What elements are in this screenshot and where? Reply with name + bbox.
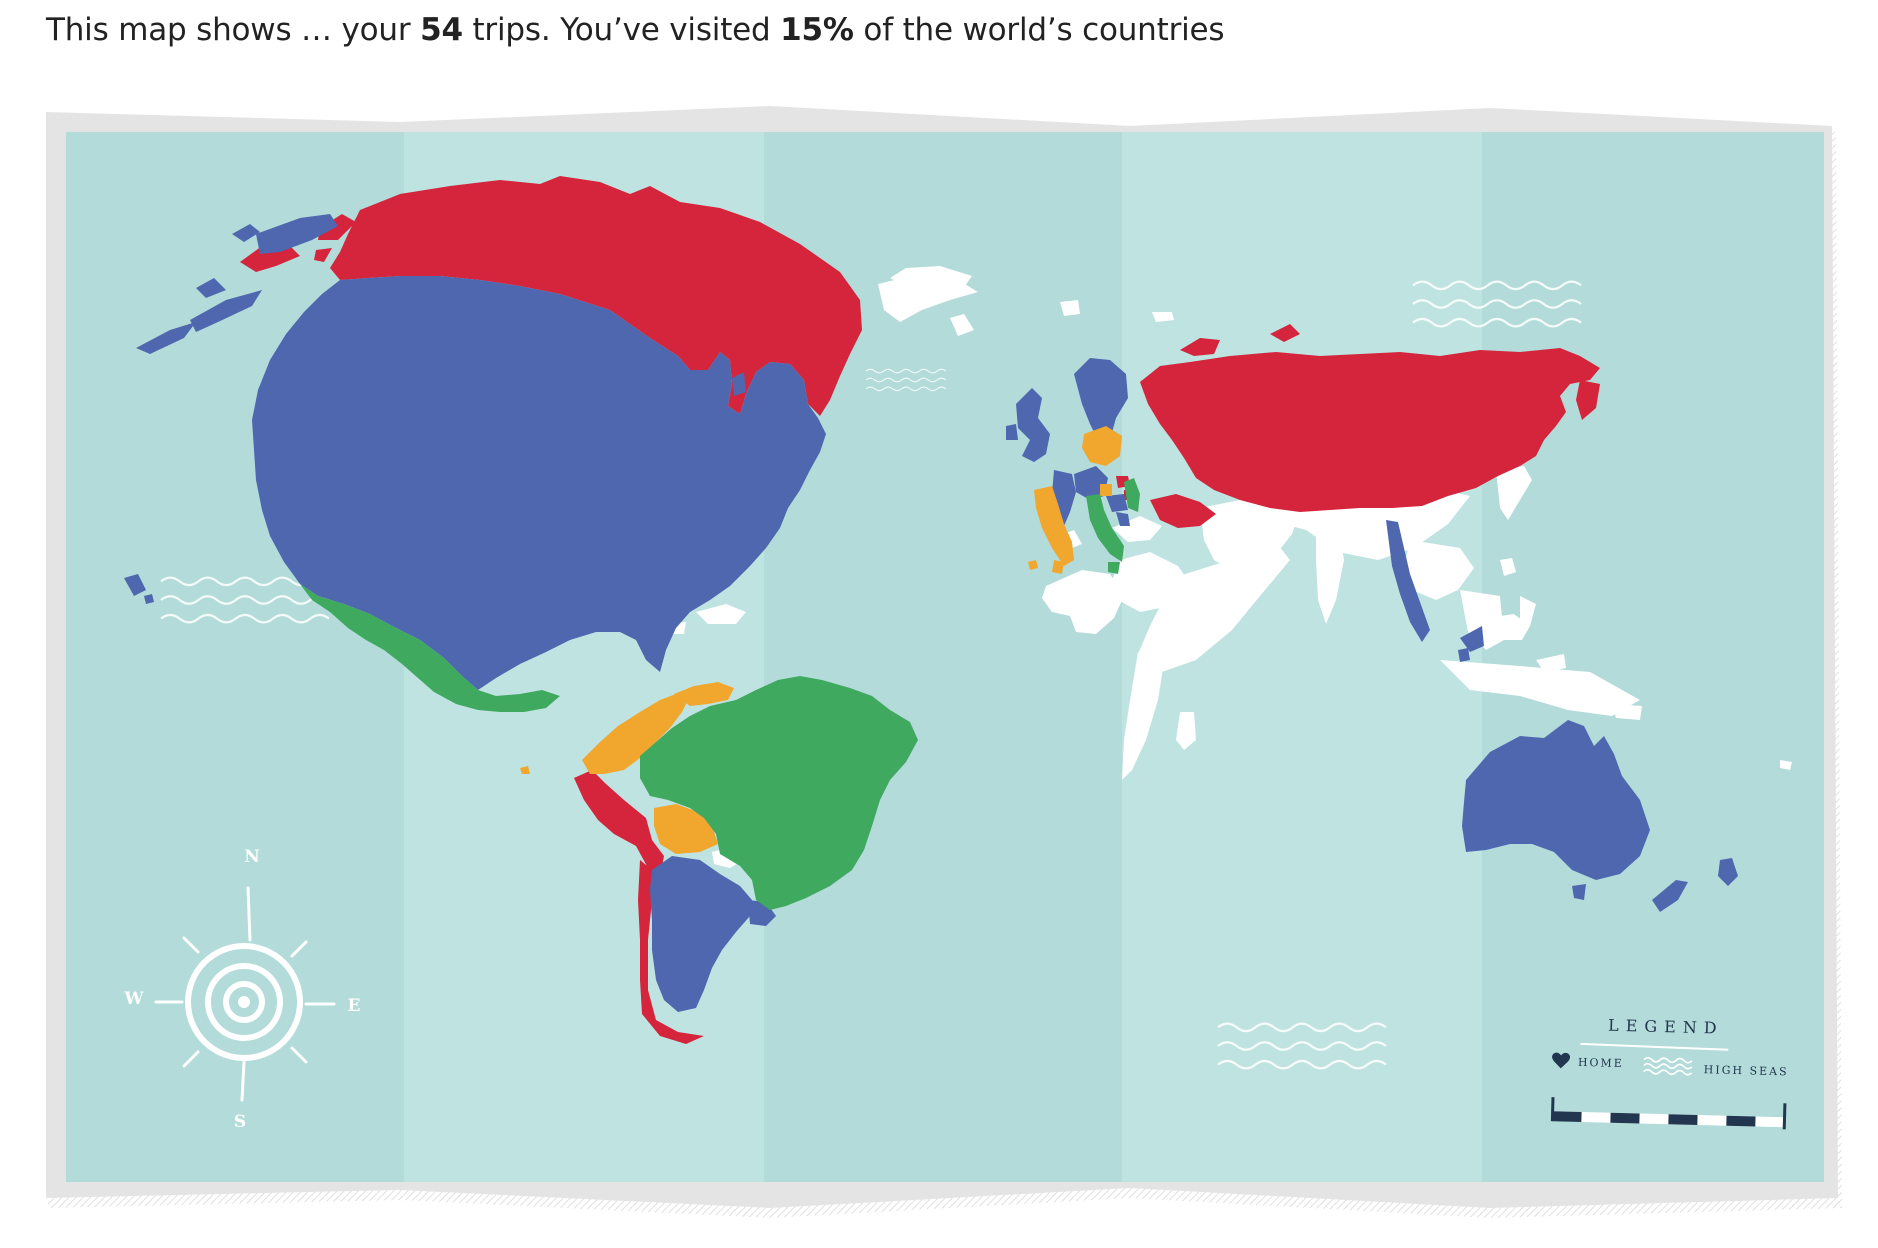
vietnam	[1386, 520, 1430, 642]
usa	[252, 276, 826, 690]
italy	[1086, 494, 1124, 562]
mexico	[300, 584, 560, 712]
greece	[1124, 478, 1140, 512]
russia	[1140, 348, 1600, 512]
heart-icon	[1552, 1052, 1571, 1069]
headline-text-3: of the world’s countries	[853, 12, 1225, 48]
australia	[1462, 720, 1650, 880]
chile	[638, 860, 704, 1044]
home-countries	[124, 214, 1738, 1012]
argentina	[650, 856, 752, 1012]
compass-north-label: N	[244, 847, 260, 867]
legend: LEGEND HOME HIGH SEAS	[1550, 1016, 1789, 1130]
headline: This map shows … your 54 trips. You’ve v…	[46, 12, 1225, 48]
legend-title: LEGEND	[1608, 1016, 1724, 1038]
uk	[1016, 388, 1050, 462]
green-countries	[300, 478, 1140, 910]
headline-text-1: This map shows … your	[46, 12, 421, 48]
peru	[574, 770, 664, 876]
poland	[1082, 426, 1122, 466]
brazil	[640, 676, 918, 910]
compass-rose-icon	[154, 886, 336, 1102]
unvisited-land	[668, 266, 1792, 868]
compass-east-label: E	[348, 996, 361, 1016]
waves-icon	[1643, 1056, 1693, 1076]
orange-countries	[520, 426, 1122, 854]
red-countries	[240, 176, 1600, 1044]
trips-count: 54	[420, 12, 463, 48]
compass-west-label: W	[123, 989, 144, 1009]
legend-home-label: HOME	[1578, 1056, 1624, 1070]
legend-high-seas-label: HIGH SEAS	[1704, 1063, 1789, 1078]
visited-percent: 15%	[780, 12, 854, 48]
colombia	[582, 694, 690, 774]
new-zealand	[1652, 880, 1688, 912]
compass-south-label: S	[234, 1112, 246, 1132]
turkey	[1150, 494, 1216, 528]
scale-bar-icon	[1550, 1097, 1787, 1130]
spain	[1034, 486, 1074, 566]
headline-text-2: trips. You’ve visited	[462, 12, 781, 48]
germany	[1074, 466, 1108, 500]
venezuela	[674, 682, 734, 706]
